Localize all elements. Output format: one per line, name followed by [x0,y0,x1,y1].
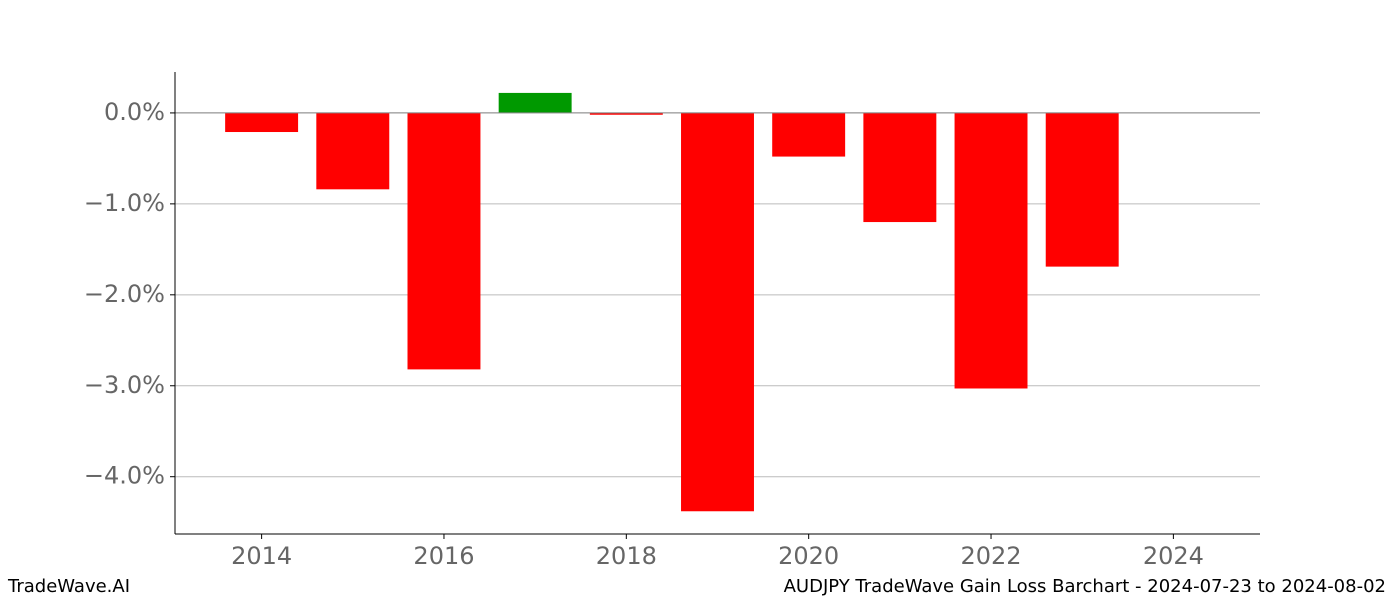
y-tick-label: 0.0% [104,98,165,126]
y-tick-label: −2.0% [84,280,165,308]
y-tick-label: −3.0% [84,371,165,399]
bar [316,112,390,190]
x-tick-label: 2020 [778,542,839,570]
bar [225,112,299,133]
x-tick-label: 2014 [231,542,292,570]
chart-title: AUDJPY TradeWave Gain Loss Barchart - 20… [784,576,1386,597]
bar [589,112,663,115]
x-tick-label: 2016 [413,542,474,570]
bar [407,112,481,370]
x-tick-label: 2018 [596,542,657,570]
y-tick-label: −4.0% [84,462,165,490]
x-tick-label: 2024 [1143,542,1204,570]
brand: TradeWave.AI [7,576,130,597]
x-tick-label: 2022 [960,542,1021,570]
y-tick-label: −1.0% [84,189,165,217]
bar [681,112,754,512]
bar [498,92,572,113]
bar [772,112,846,157]
bar [863,112,937,223]
bar [1045,112,1119,267]
bar [954,112,1028,389]
